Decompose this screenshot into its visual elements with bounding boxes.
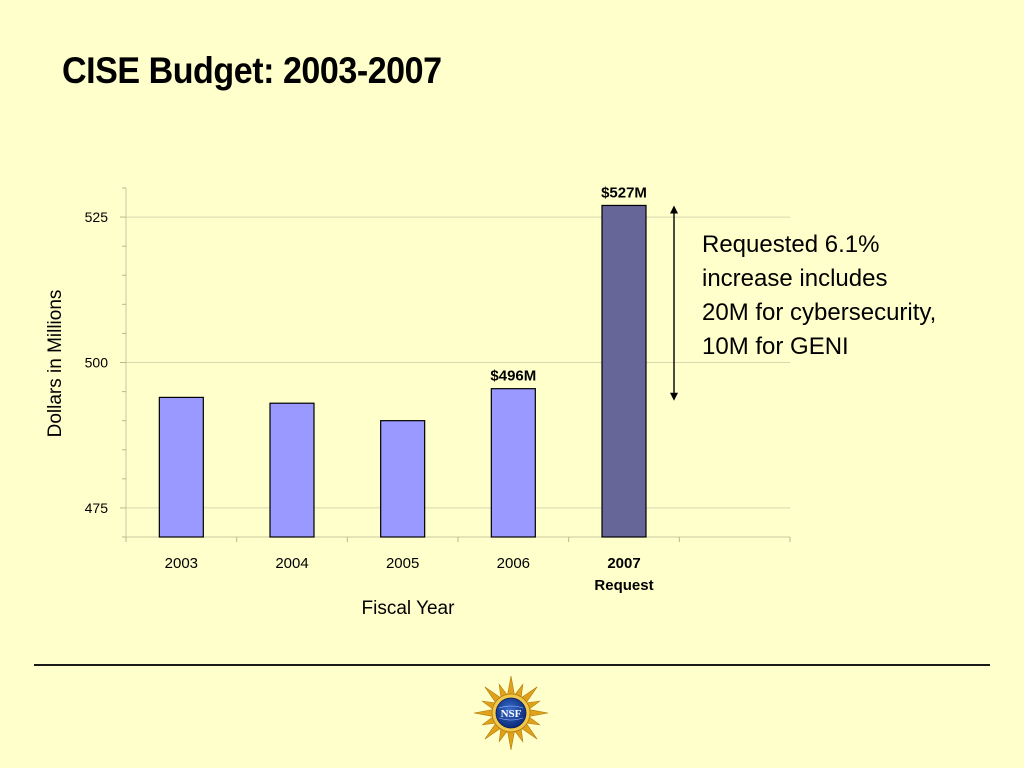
annotation-line: Requested 6.1%	[702, 231, 880, 258]
annotation-line: 10M for GENI	[702, 333, 849, 360]
logo-ray	[507, 730, 515, 751]
x-tick-label: 2007	[607, 555, 640, 572]
bar-2004	[269, 402, 315, 538]
nsf-logo-text: NSF	[501, 708, 522, 720]
logo-ray	[473, 709, 494, 717]
annotation-line: increase includes	[702, 265, 888, 292]
arrowhead-up	[670, 205, 678, 214]
y-tick-label: 500	[85, 355, 109, 371]
x-tick-label: 2004	[275, 555, 308, 572]
slide-title: CISE Budget: 2003-2007	[62, 50, 442, 91]
bar-2003	[158, 396, 204, 538]
budget-bar-chart: 475 500 525 $496M $527M 2003 2004 2005 2006 2007 R…	[45, 184, 791, 619]
annotation-line: 20M for cybersecurity,	[702, 299, 937, 326]
bar-2005	[380, 420, 426, 538]
increase-annotation: Requested 6.1% increase includes 20M for…	[702, 228, 1002, 364]
x-axis-title: Fiscal Year	[362, 598, 456, 619]
x-tick-label: 2005	[386, 555, 419, 572]
footer-divider	[34, 664, 990, 666]
data-label: $496M	[490, 368, 536, 385]
bar-2006	[490, 388, 536, 538]
y-tick-label: 525	[85, 209, 109, 225]
y-tick-label: 475	[85, 500, 109, 516]
x-tick-label: 2006	[497, 555, 530, 572]
x-tick-label: 2003	[165, 555, 198, 572]
y-axis-title: Dollars in Millions	[45, 290, 66, 438]
data-label: $527M	[601, 184, 647, 201]
x-tick-sublabel: Request	[594, 577, 653, 594]
nsf-logo: NSF	[473, 675, 549, 751]
logo-ray	[507, 675, 515, 696]
logo-ray	[528, 709, 549, 717]
bar-2007	[601, 204, 647, 538]
arrowhead-down	[670, 392, 678, 401]
